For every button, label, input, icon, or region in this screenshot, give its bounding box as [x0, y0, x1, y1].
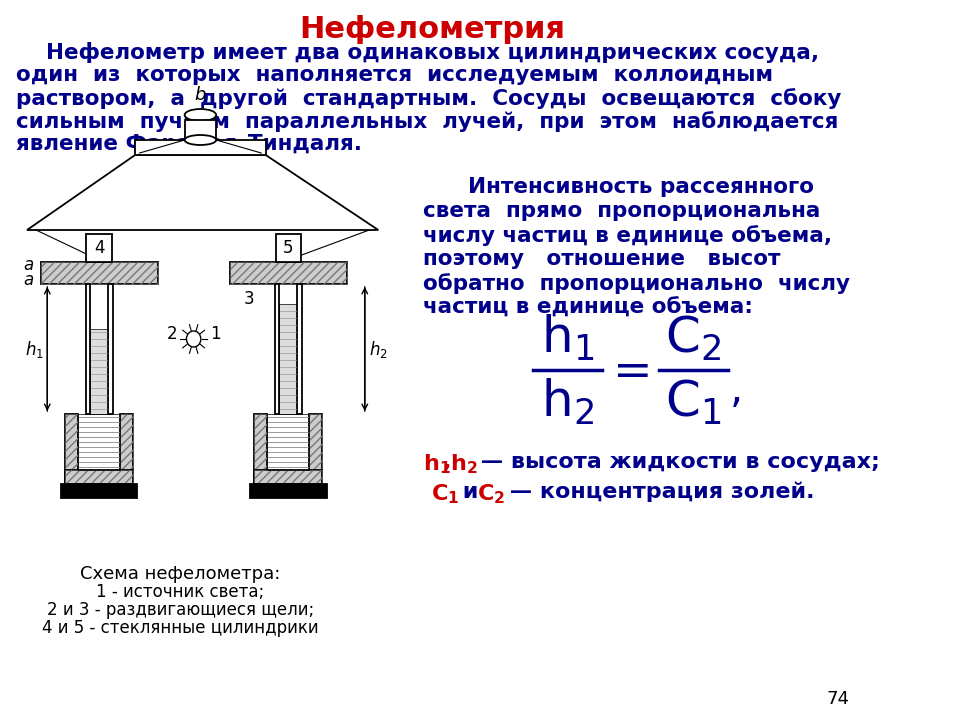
Bar — [184, 120, 216, 140]
Bar — [85, 284, 90, 414]
Bar — [108, 284, 112, 414]
Bar — [65, 470, 132, 484]
Text: a: a — [23, 271, 34, 289]
Bar — [86, 234, 111, 262]
Text: b: b — [195, 86, 206, 104]
Circle shape — [186, 331, 201, 347]
Text: сильным  пучком  параллельных  лучей,  при  этом  наблюдается: сильным пучком параллельных лучей, при э… — [16, 111, 839, 132]
Text: — высота жидкости в сосудах;: — высота жидкости в сосудах; — [473, 452, 879, 472]
Text: Схема нефелометра:: Схема нефелометра: — [80, 565, 280, 583]
Bar — [254, 470, 322, 484]
Ellipse shape — [184, 135, 216, 145]
Bar — [279, 304, 298, 414]
Text: 3: 3 — [243, 290, 253, 308]
Bar — [229, 262, 347, 284]
Text: 4: 4 — [94, 239, 105, 257]
Bar — [229, 262, 347, 284]
Bar — [65, 414, 78, 484]
Bar — [65, 414, 78, 484]
Text: 2 и 3 - раздвигающиеся щели;: 2 и 3 - раздвигающиеся щели; — [46, 601, 314, 619]
Bar — [275, 284, 279, 414]
Text: частиц в единице объема:: частиц в единице объема: — [423, 297, 754, 318]
Bar — [254, 414, 267, 484]
Text: $\rm h_1$: $\rm h_1$ — [540, 313, 594, 363]
Text: Нефелометрия: Нефелометрия — [300, 15, 565, 44]
Text: Интенсивность рассеянного: Интенсивность рассеянного — [423, 177, 814, 197]
Bar — [267, 414, 309, 470]
Bar — [298, 284, 301, 414]
Text: числу частиц в единице объема,: числу частиц в единице объема, — [423, 225, 832, 246]
Text: ,: , — [444, 452, 451, 472]
Text: — концентрация золей.: — концентрация золей. — [502, 482, 814, 503]
Text: 5: 5 — [283, 239, 294, 257]
Text: $h_2$: $h_2$ — [370, 338, 388, 359]
Ellipse shape — [184, 109, 216, 121]
Bar — [276, 234, 300, 262]
Text: поэтому   отношение   высот: поэтому отношение высот — [423, 249, 780, 269]
Text: явление Фарадея–Тиндаля.: явление Фарадея–Тиндаля. — [16, 134, 362, 154]
Text: $\bf C_1$: $\bf C_1$ — [430, 482, 459, 505]
Bar — [65, 470, 132, 484]
Text: $\bf h_1$: $\bf h_1$ — [423, 452, 451, 476]
Text: $=$: $=$ — [603, 348, 649, 392]
Bar — [40, 262, 157, 284]
Bar — [90, 329, 108, 414]
Text: 74: 74 — [827, 690, 850, 708]
Polygon shape — [27, 155, 378, 230]
Bar — [250, 484, 326, 498]
Text: 1 - источник света;: 1 - источник света; — [96, 583, 264, 601]
Text: раствором,  а  другой  стандартным.  Сосуды  освещаются  сбоку: раствором, а другой стандартным. Сосуды … — [16, 88, 842, 109]
Text: 4 и 5 - стеклянные цилиндрики: 4 и 5 - стеклянные цилиндрики — [42, 619, 319, 637]
Bar — [60, 484, 137, 498]
Bar — [309, 414, 322, 484]
Text: обратно  пропорционально  числу: обратно пропорционально числу — [423, 273, 851, 294]
Text: ,: , — [731, 369, 743, 411]
Bar — [254, 470, 322, 484]
Text: $\rm C_1$: $\rm C_1$ — [665, 377, 722, 426]
Text: 1: 1 — [210, 325, 221, 343]
Text: $\rm h_2$: $\rm h_2$ — [540, 377, 594, 427]
Text: a: a — [23, 256, 34, 274]
Text: и: и — [455, 482, 486, 502]
Text: один  из  которых  наполняется  исследуемым  коллоидным: один из которых наполняется исследуемым … — [16, 65, 774, 85]
Bar — [309, 414, 322, 484]
Bar — [254, 414, 267, 484]
Text: Нефелометр имеет два одинаковых цилиндрических сосуда,: Нефелометр имеет два одинаковых цилиндри… — [16, 42, 819, 63]
Text: света  прямо  пропорциональна: света прямо пропорциональна — [423, 201, 821, 221]
Text: $\bf h_2$: $\bf h_2$ — [450, 452, 478, 476]
Bar — [40, 262, 157, 284]
Text: $\rm C_2$: $\rm C_2$ — [665, 313, 722, 363]
Bar — [78, 414, 120, 470]
Bar — [120, 414, 132, 484]
Bar — [120, 414, 132, 484]
Text: $h_1$: $h_1$ — [25, 338, 44, 359]
Text: $\bf C_2$: $\bf C_2$ — [477, 482, 505, 505]
Bar — [135, 140, 266, 155]
Text: 2: 2 — [167, 325, 178, 343]
